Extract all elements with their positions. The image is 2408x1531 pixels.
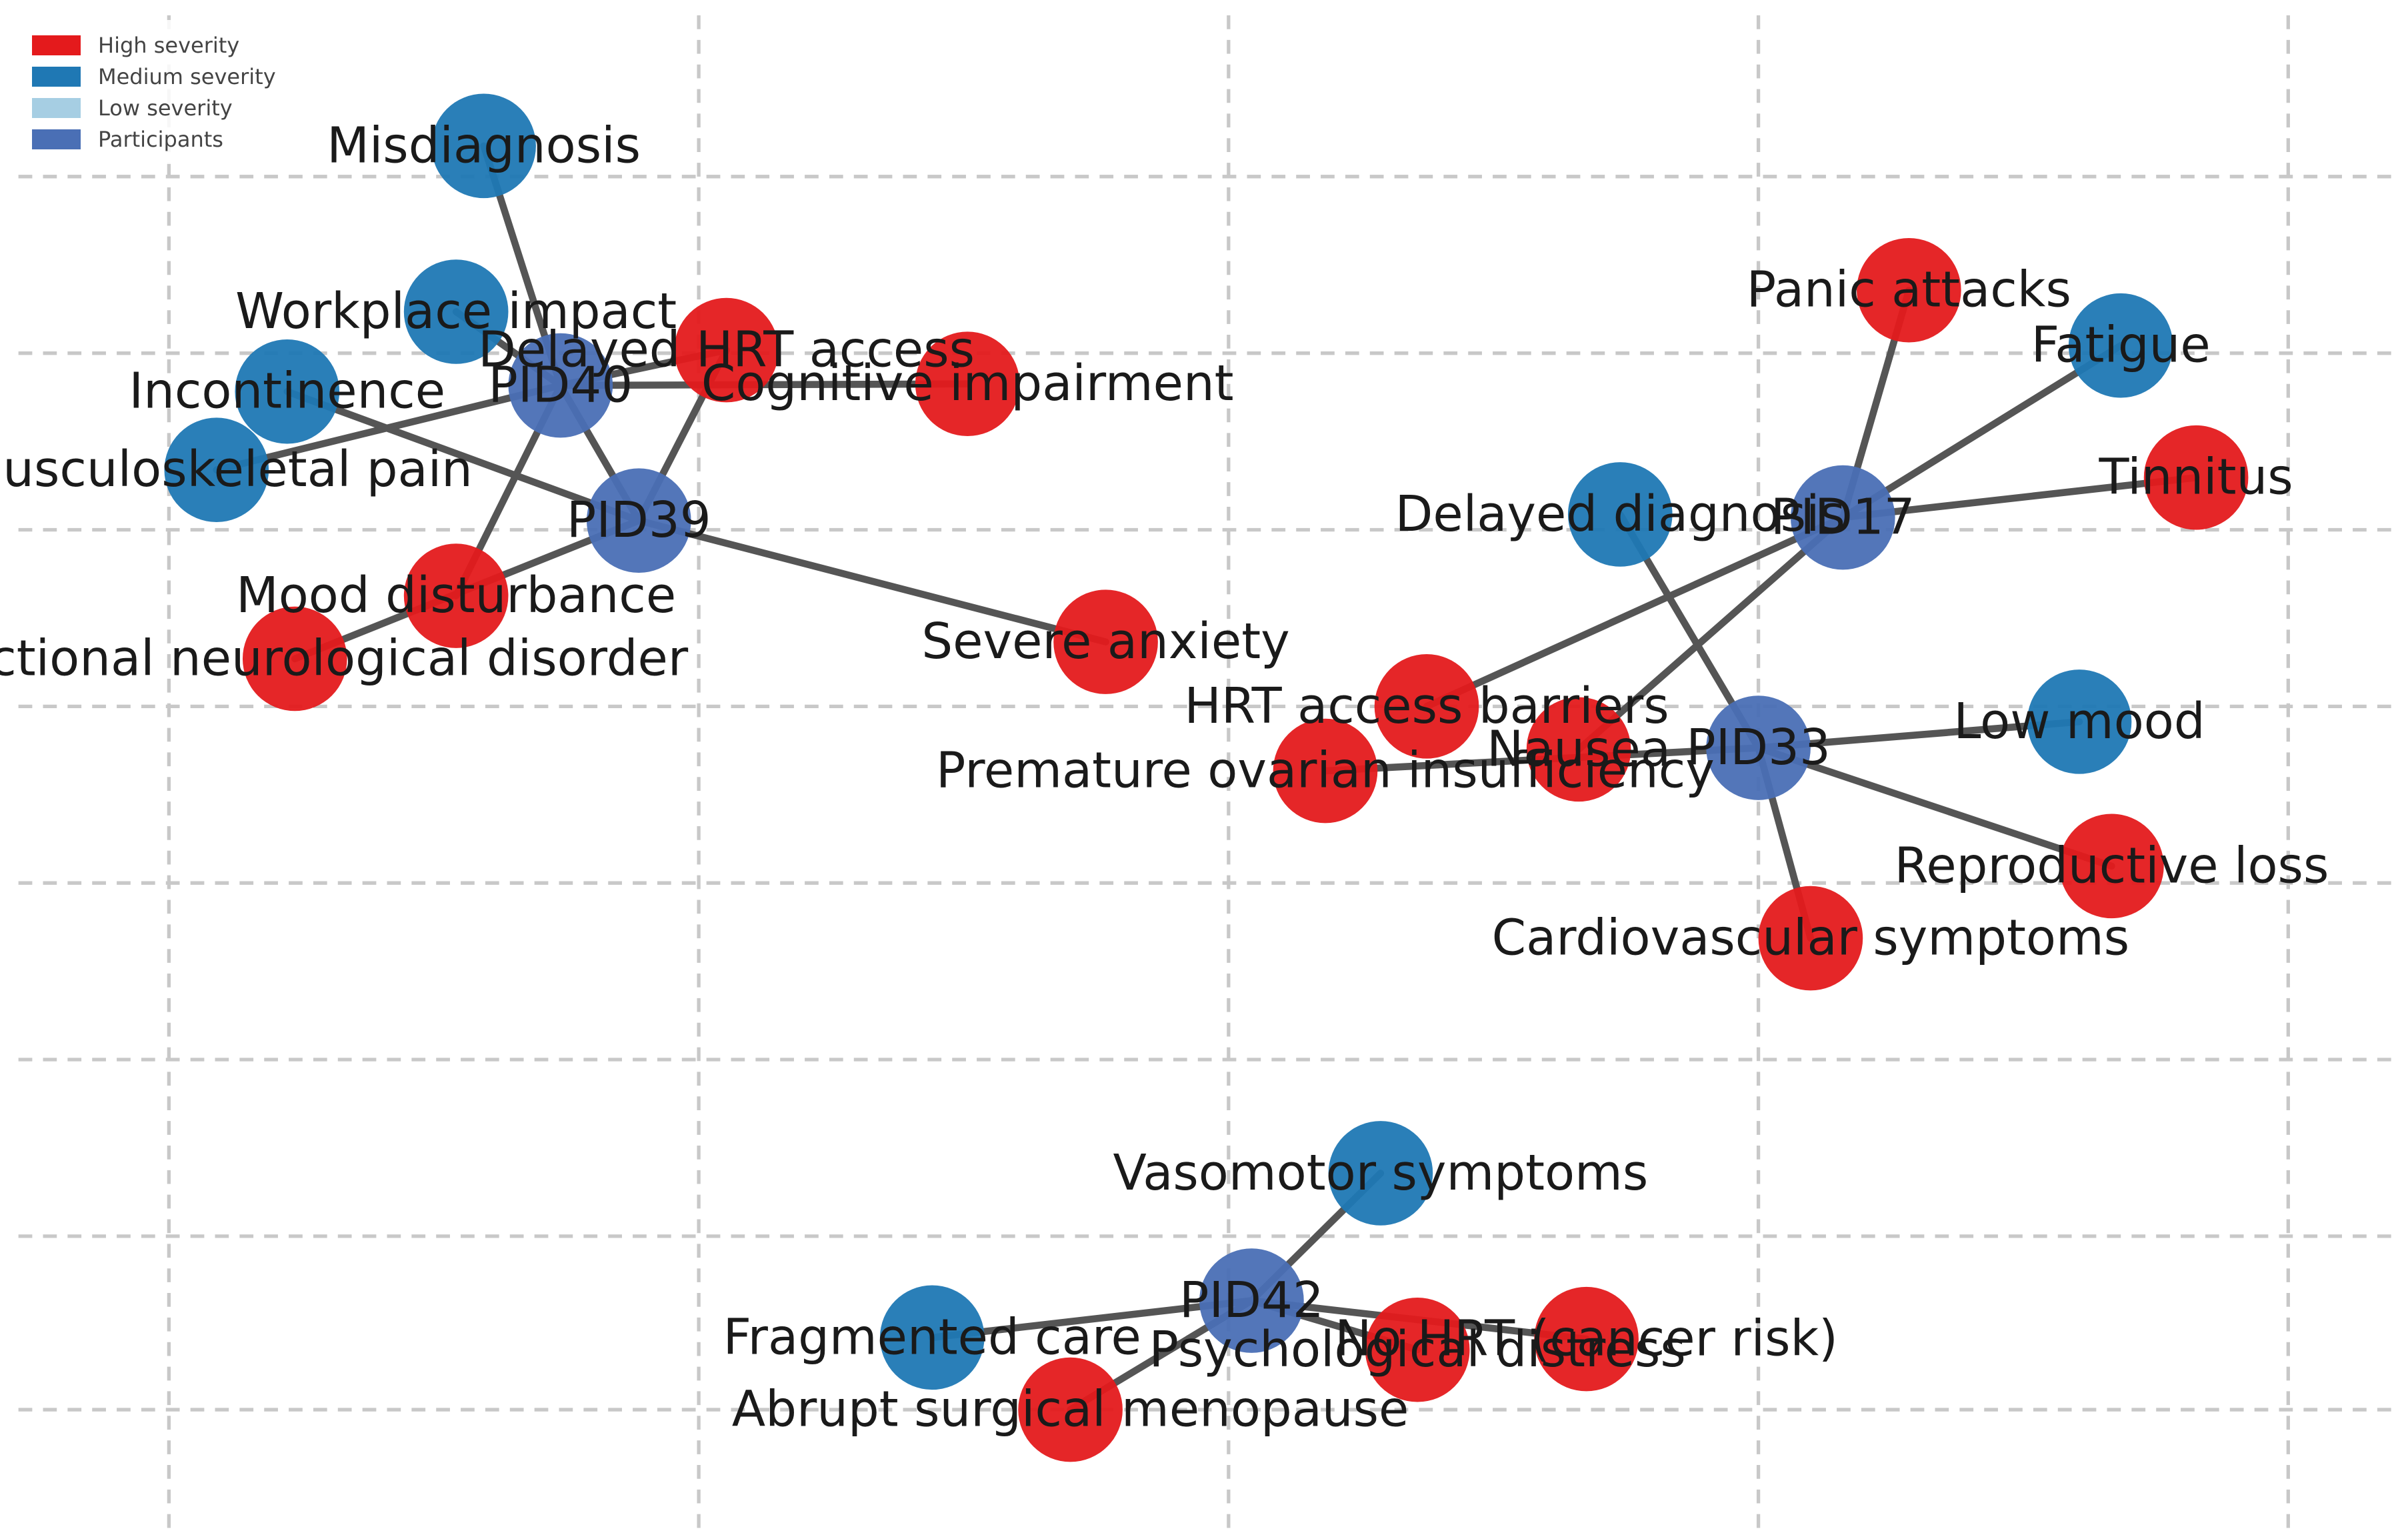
node-fatigue[interactable] bbox=[2068, 293, 2173, 398]
node-vasomotor[interactable] bbox=[1328, 1121, 1433, 1226]
node-label-mood: Mood disturbance bbox=[236, 567, 676, 624]
legend-label-medium: Medium severity bbox=[98, 63, 276, 89]
legend-swatch-medium bbox=[32, 66, 81, 87]
node-psych[interactable] bbox=[1365, 1297, 1470, 1402]
legend-item-participants: Participants bbox=[32, 123, 276, 155]
node-anxiety[interactable] bbox=[1053, 589, 1158, 694]
legend-label-high: High severity bbox=[98, 32, 240, 58]
node-label-hrt_barriers: HRT access barriers bbox=[1184, 678, 1669, 735]
node-no_hrt[interactable] bbox=[1534, 1286, 1639, 1392]
node-labels: PID40 PID39 PID17 PID33 PID42 Misdiagnosis Wor… bbox=[0, 117, 2329, 1438]
node-PID17[interactable] bbox=[1790, 465, 1895, 570]
node-PID40[interactable] bbox=[508, 333, 613, 438]
node-label-nausea: Nausea bbox=[1487, 721, 1671, 778]
node-label-tinnitus: Tinnitus bbox=[2099, 449, 2293, 506]
node-misdiagnosis[interactable] bbox=[431, 93, 536, 199]
node-label-PID39: PID39 bbox=[567, 492, 711, 549]
node-label-poi: Premature ovarian insufficiency bbox=[936, 743, 1715, 800]
node-low_mood[interactable] bbox=[2027, 669, 2132, 774]
node-workplace[interactable] bbox=[403, 259, 509, 364]
node-label-psych: Psychological distress bbox=[1149, 1322, 1686, 1378]
edge-PID17-hrt_barriers bbox=[1423, 513, 1847, 710]
node-label-workplace: Workplace impact bbox=[235, 283, 677, 340]
legend-item-low: Low severity bbox=[32, 92, 276, 123]
node-fnd[interactable] bbox=[242, 606, 347, 711]
node-cognitive[interactable] bbox=[915, 331, 1020, 437]
node-label-cognitive: Cognitive impairment bbox=[701, 355, 1234, 412]
node-label-misdiagnosis: Misdiagnosis bbox=[327, 117, 641, 174]
node-label-low_mood: Low mood bbox=[1953, 693, 2205, 750]
node-label-PID40: PID40 bbox=[488, 357, 633, 414]
edge-PID33-low_mood bbox=[1755, 718, 2083, 751]
node-repro_loss[interactable] bbox=[2059, 814, 2164, 919]
node-label-cardio: Cardiovascular symptoms bbox=[1492, 910, 2129, 967]
edge-PID33-repro_loss bbox=[1755, 744, 2115, 870]
node-label-vasomotor: Vasomotor symptoms bbox=[1113, 1145, 1649, 1202]
node-panic[interactable] bbox=[1857, 237, 1961, 343]
legend: High severity Medium severity Low severi… bbox=[20, 20, 288, 164]
legend-label-participants: Participants bbox=[98, 126, 223, 152]
legend-swatch-low bbox=[32, 97, 81, 118]
node-incontinence[interactable] bbox=[235, 339, 340, 444]
edge-PID17-tinnitus bbox=[1839, 473, 2200, 521]
node-PID39[interactable] bbox=[586, 468, 691, 573]
edge-PID39-anxiety bbox=[635, 517, 1109, 645]
node-label-anxiety: Severe anxiety bbox=[921, 613, 1289, 670]
edge-PID42-fragmented bbox=[928, 1297, 1255, 1342]
nodes bbox=[164, 93, 2249, 1462]
edge-PID17-fatigue bbox=[1839, 341, 2125, 521]
node-surgical[interactable] bbox=[1018, 1357, 1123, 1462]
node-PID42[interactable] bbox=[1199, 1248, 1304, 1353]
legend-swatch-high bbox=[32, 35, 81, 55]
node-label-repro_loss: Reproductive loss bbox=[1894, 838, 2329, 894]
node-hrt_barriers[interactable] bbox=[1374, 654, 1479, 759]
node-PID33[interactable] bbox=[1706, 695, 1811, 800]
node-label-delayed_dx: Delayed diagnosis bbox=[1395, 486, 1845, 543]
node-label-no_hrt: No HRT (cancer risk) bbox=[1335, 1311, 1838, 1368]
node-delayed_hrt[interactable] bbox=[674, 297, 779, 403]
node-label-incontinence: Incontinence bbox=[129, 363, 445, 420]
node-label-fatigue: Fatigue bbox=[2031, 317, 2211, 374]
node-label-msk: Musculoskeletal pain bbox=[0, 441, 473, 498]
node-tinnitus[interactable] bbox=[2143, 425, 2249, 530]
node-label-PID17: PID17 bbox=[1771, 489, 1915, 546]
node-label-PID42: PID42 bbox=[1179, 1272, 1324, 1329]
legend-label-low: Low severity bbox=[98, 95, 233, 121]
legend-item-medium: Medium severity bbox=[32, 61, 276, 92]
node-label-delayed_hrt: Delayed HRT access bbox=[478, 322, 975, 379]
node-delayed_dx[interactable] bbox=[1567, 462, 1673, 567]
edge-PID39-incontinence bbox=[283, 387, 643, 524]
node-label-fnd: Functional neurological disorder bbox=[0, 630, 689, 687]
node-fragmented[interactable] bbox=[879, 1285, 985, 1390]
node-label-panic: Panic attacks bbox=[1747, 262, 2071, 319]
node-label-surgical: Abrupt surgical menopause bbox=[732, 1382, 1409, 1438]
node-label-fragmented: Fragmented care bbox=[723, 1309, 1141, 1366]
node-label-PID33: PID33 bbox=[1686, 719, 1831, 776]
node-cardio[interactable] bbox=[1758, 886, 1863, 991]
legend-swatch-participants bbox=[32, 129, 81, 149]
edge-PID17-nausea bbox=[1575, 513, 1847, 753]
legend-item-high: High severity bbox=[32, 29, 276, 61]
grid bbox=[18, 15, 2393, 1531]
node-mood[interactable] bbox=[403, 543, 509, 648]
node-msk[interactable] bbox=[164, 417, 269, 522]
node-nausea[interactable] bbox=[1526, 697, 1631, 802]
node-poi[interactable] bbox=[1273, 718, 1378, 824]
